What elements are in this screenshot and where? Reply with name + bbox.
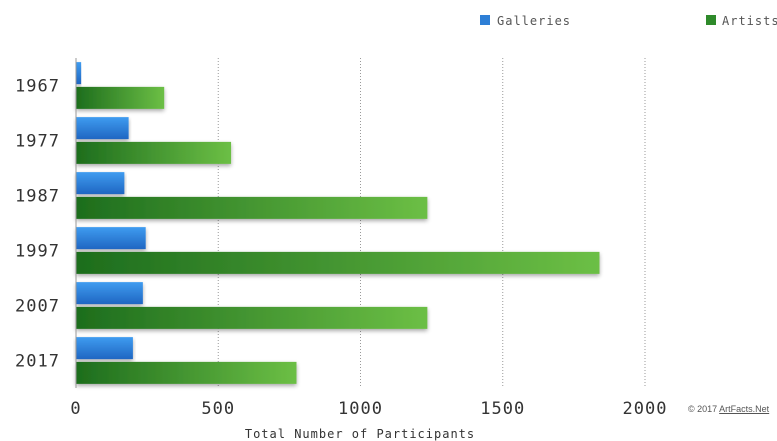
gridlines <box>217 58 646 388</box>
legend-swatch-galleries <box>480 15 490 25</box>
y-tick-label-1997: 1997 <box>15 242 60 262</box>
copyright-notice: © 2017 ArtFacts.Net <box>688 404 769 414</box>
bar-artists-2007 <box>76 306 428 329</box>
y-tick-label-2017: 2017 <box>15 352 60 372</box>
bar-artists-1997 <box>76 251 600 274</box>
legend-label-artists: Artists <box>722 14 777 28</box>
x-tick-label-1500: 1500 <box>480 399 525 419</box>
x-tick-labels: 0 500 1000 1500 2000 <box>70 399 668 419</box>
bars <box>76 62 600 384</box>
x-tick-label-500: 500 <box>201 399 235 419</box>
y-tick-label-1967: 1967 <box>15 77 60 97</box>
x-axis-title: Total Number of Participants <box>245 427 475 441</box>
bar-galleries-1977 <box>76 117 129 140</box>
artfacts-link[interactable]: ArtFacts.Net <box>719 404 770 414</box>
bar-artists-1987 <box>76 196 428 219</box>
x-tick-label-1000: 1000 <box>338 399 383 419</box>
bar-artists-2017 <box>76 361 297 384</box>
legend: Galleries Artists <box>480 14 777 28</box>
bar-galleries-1997 <box>76 227 146 250</box>
bar-galleries-2017 <box>76 337 133 360</box>
legend-label-galleries: Galleries <box>497 14 571 28</box>
x-tick-label-2000: 2000 <box>623 399 668 419</box>
bar-galleries-1987 <box>76 172 125 195</box>
bar-galleries-2007 <box>76 282 143 305</box>
bar-artists-1967 <box>76 86 165 109</box>
copyright-prefix: © 2017 <box>688 404 720 414</box>
x-tick-label-0: 0 <box>70 399 81 419</box>
y-tick-label-1977: 1977 <box>15 132 60 152</box>
y-tick-label-1987: 1987 <box>15 187 60 207</box>
y-tick-label-2007: 2007 <box>15 297 60 317</box>
bar-galleries-1967 <box>76 62 82 85</box>
bar-artists-1977 <box>76 141 232 164</box>
y-tick-labels: 1967 1977 1987 1997 2007 2017 <box>15 77 60 372</box>
legend-swatch-artists <box>706 15 716 25</box>
